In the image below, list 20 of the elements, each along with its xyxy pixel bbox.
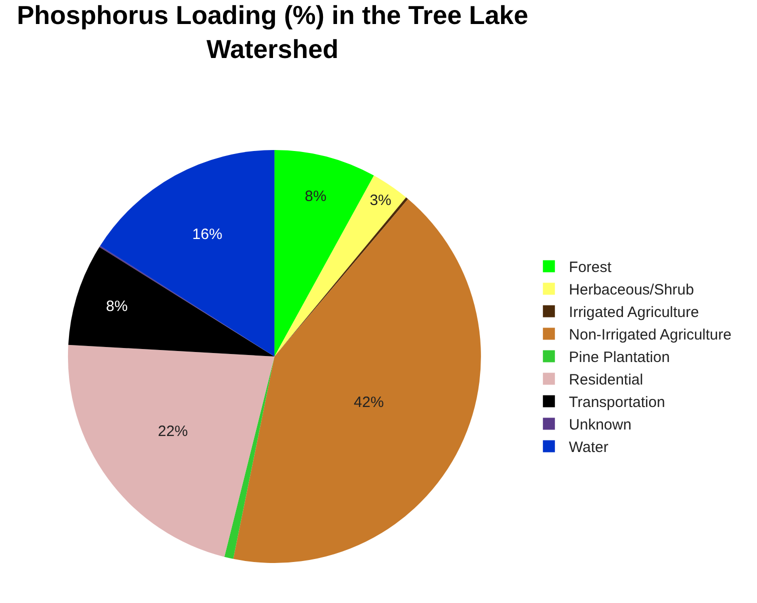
data-label: 8% (106, 298, 128, 315)
data-label: 8% (304, 188, 326, 205)
legend-label: Non-Irrigated Agriculture (568, 326, 732, 344)
legend-label: Residential (568, 372, 644, 389)
pie-slice (224, 356, 274, 559)
pie-slice (100, 150, 274, 356)
legend-label: Irrigated Agriculture (568, 304, 699, 322)
legend-label: Unknown (568, 416, 632, 434)
data-label: 22% (158, 422, 188, 440)
legend-label: Pine Plantation (568, 349, 670, 366)
data-label: 3% (370, 192, 392, 209)
data-label: 16% (192, 226, 222, 243)
legend-label: Water (568, 439, 608, 456)
pie-slice (68, 246, 274, 356)
data-label: 42% (354, 394, 384, 411)
legend-label: Herbaceous/Shrub (568, 282, 694, 299)
legend-label: Forest (568, 259, 612, 276)
legend-label: Transportation (568, 394, 666, 412)
chart-title: Phosphorus Loading (%) in the Tree Lake Watershed (16, 0, 528, 64)
pie-slice (68, 344, 274, 557)
